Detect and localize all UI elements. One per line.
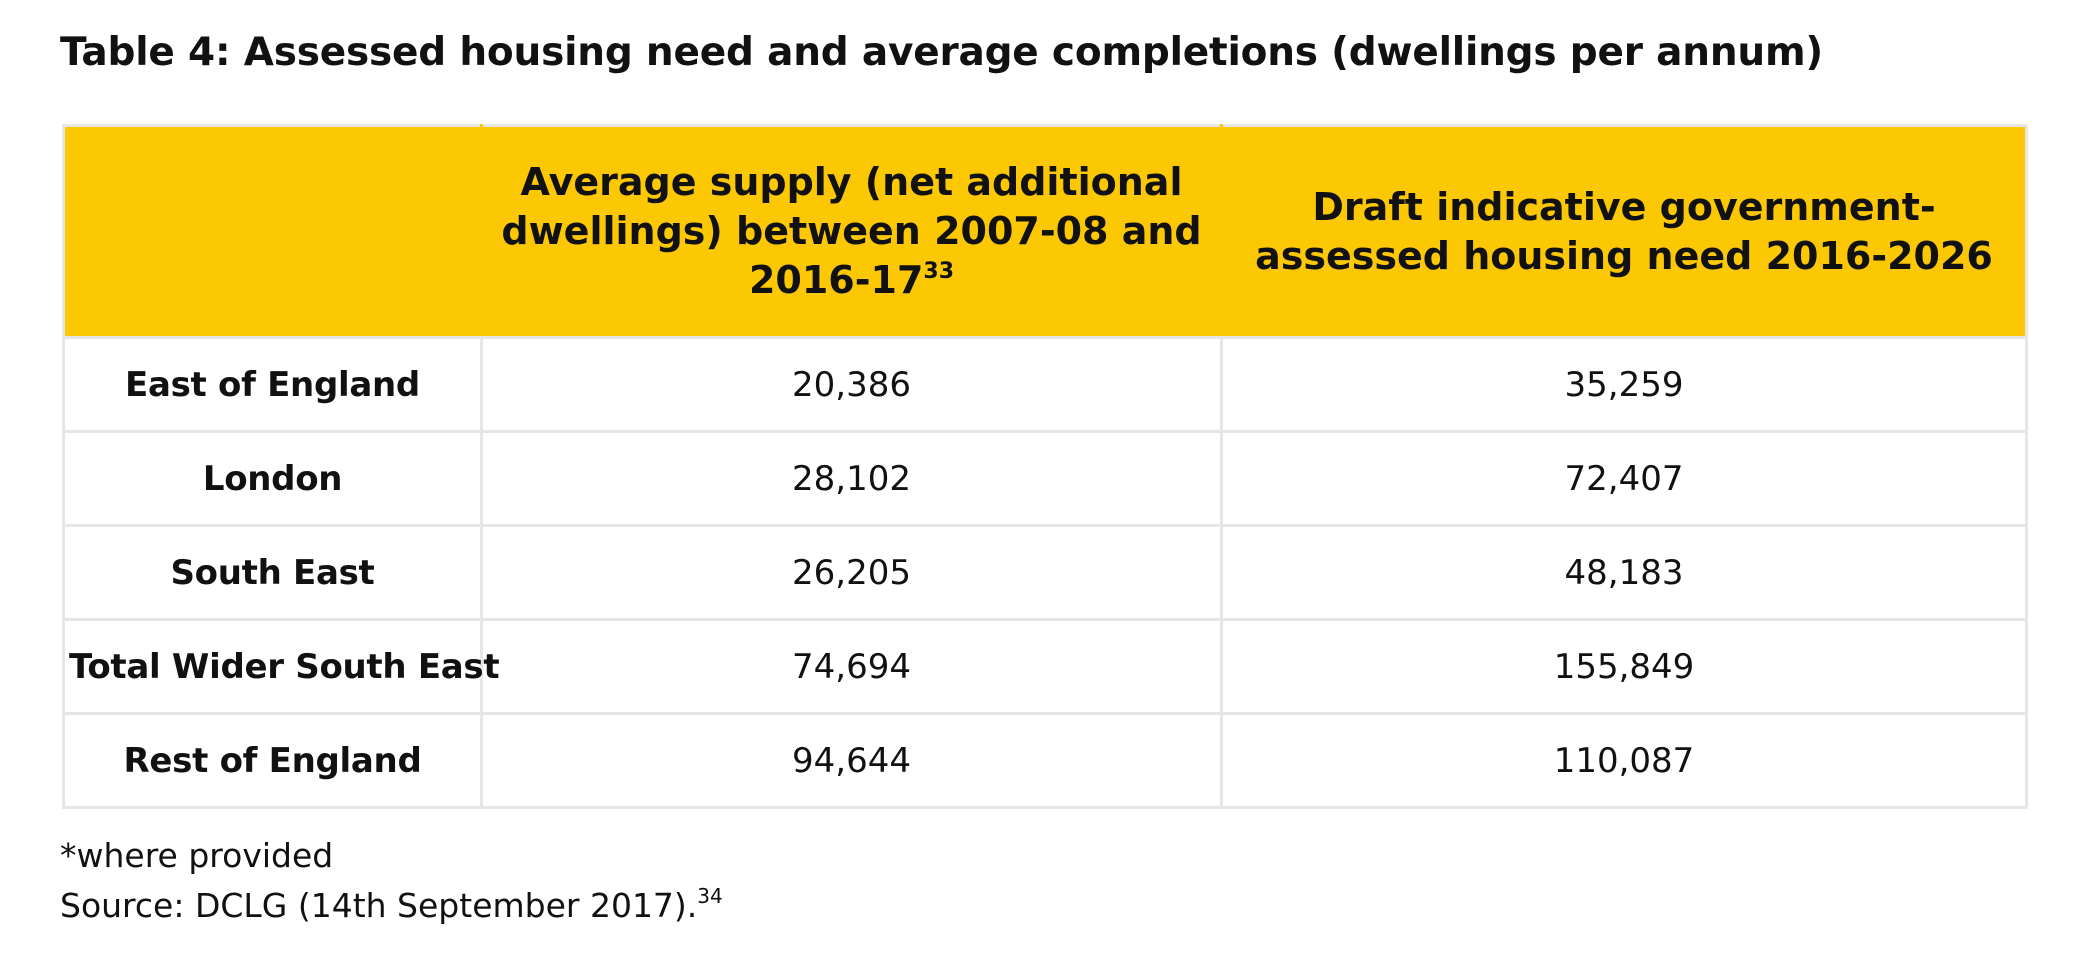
footnote-where-provided: *where provided [60, 836, 334, 875]
supply-cell: 20,386 [480, 336, 1223, 433]
need-cell: 48,183 [1220, 524, 2028, 621]
header-assessed-need: Draft indicative government-assessed hou… [1220, 124, 2028, 339]
table-row: London 28,102 72,407 [62, 430, 2028, 527]
supply-cell: 26,205 [480, 524, 1223, 621]
table-row: East of England 20,386 35,259 [62, 336, 2028, 433]
supply-cell: 28,102 [480, 430, 1223, 527]
housing-table: Average supply (net additional dwellings… [62, 124, 2028, 809]
source-text: Source: DCLG (14th September 2017). [60, 886, 698, 925]
region-cell: Rest of England [62, 712, 483, 809]
source-note: Source: DCLG (14th September 2017).34 [60, 886, 723, 925]
region-cell: East of England [62, 336, 483, 433]
table-row: South East 26,205 48,183 [62, 524, 2028, 621]
region-cell: London [62, 430, 483, 527]
table-header-row: Average supply (net additional dwellings… [62, 124, 2028, 339]
header-supply-footnote-ref: 33 [923, 259, 955, 284]
header-average-supply-label: Average supply (net additional dwellings… [501, 160, 1202, 302]
supply-cell: 74,694 [480, 618, 1223, 715]
header-empty-cell [62, 124, 483, 339]
need-cell: 35,259 [1220, 336, 2028, 433]
need-cell: 72,407 [1220, 430, 2028, 527]
region-cell: South East [62, 524, 483, 621]
table-row: Total Wider South East 74,694 155,849 [62, 618, 2028, 715]
supply-cell: 94,644 [480, 712, 1223, 809]
region-cell: Total Wider South East [62, 618, 500, 715]
header-average-supply: Average supply (net additional dwellings… [480, 124, 1223, 339]
need-cell: 110,087 [1220, 712, 2028, 809]
source-footnote-ref: 34 [697, 884, 723, 908]
page-title: Table 4: Assessed housing need and avera… [60, 30, 1824, 75]
need-cell: 155,849 [1220, 618, 2028, 715]
table-row: Rest of England 94,644 110,087 [62, 712, 2028, 809]
